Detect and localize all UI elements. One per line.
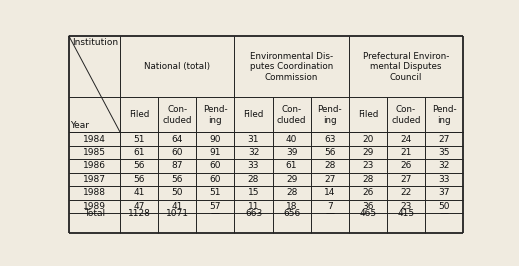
Text: 29: 29 xyxy=(362,148,374,157)
Text: 56: 56 xyxy=(133,175,145,184)
Text: National (total): National (total) xyxy=(144,62,210,71)
Text: 24: 24 xyxy=(400,135,412,144)
Text: Institution: Institution xyxy=(73,38,118,47)
Text: 11: 11 xyxy=(248,202,260,211)
Text: 41: 41 xyxy=(133,188,145,197)
Text: 60: 60 xyxy=(210,175,221,184)
Text: 29: 29 xyxy=(286,175,297,184)
Text: 56: 56 xyxy=(133,161,145,171)
Text: —: — xyxy=(440,209,448,218)
Text: 415: 415 xyxy=(398,209,415,218)
Text: 28: 28 xyxy=(248,175,259,184)
Text: 27: 27 xyxy=(400,175,412,184)
Text: 50: 50 xyxy=(172,188,183,197)
Text: 20: 20 xyxy=(362,135,374,144)
Text: 1986: 1986 xyxy=(83,161,106,171)
Text: 60: 60 xyxy=(172,148,183,157)
Text: 15: 15 xyxy=(248,188,260,197)
Text: 27: 27 xyxy=(324,175,335,184)
Text: Con-
cluded: Con- cluded xyxy=(162,105,192,124)
Text: 23: 23 xyxy=(362,161,374,171)
Text: 40: 40 xyxy=(286,135,297,144)
Text: 63: 63 xyxy=(324,135,335,144)
Text: 1071: 1071 xyxy=(166,209,189,218)
Text: Filed: Filed xyxy=(358,110,378,119)
Text: 465: 465 xyxy=(359,209,376,218)
Text: 1985: 1985 xyxy=(83,148,106,157)
Text: 23: 23 xyxy=(400,202,412,211)
Text: 14: 14 xyxy=(324,188,335,197)
Text: 33: 33 xyxy=(248,161,260,171)
Text: 21: 21 xyxy=(400,148,412,157)
Text: Prefectural Environ-
mental Disputes
Council: Prefectural Environ- mental Disputes Cou… xyxy=(363,52,449,82)
Text: 39: 39 xyxy=(286,148,297,157)
Text: 27: 27 xyxy=(439,135,449,144)
Text: 656: 656 xyxy=(283,209,300,218)
Text: —: — xyxy=(325,209,334,218)
Text: 1987: 1987 xyxy=(83,175,106,184)
Text: 56: 56 xyxy=(172,175,183,184)
Text: 41: 41 xyxy=(172,202,183,211)
Text: 87: 87 xyxy=(172,161,183,171)
Text: 1984: 1984 xyxy=(83,135,106,144)
Text: 32: 32 xyxy=(439,161,449,171)
Text: Filed: Filed xyxy=(243,110,264,119)
Text: 1128: 1128 xyxy=(128,209,151,218)
Text: 51: 51 xyxy=(133,135,145,144)
Text: —: — xyxy=(211,209,220,218)
Text: 57: 57 xyxy=(210,202,221,211)
Text: 1988: 1988 xyxy=(83,188,106,197)
Text: Environmental Dis-
putes Coordination
Commission: Environmental Dis- putes Coordination Co… xyxy=(250,52,333,82)
Text: 22: 22 xyxy=(400,188,412,197)
Text: Year: Year xyxy=(71,121,89,130)
Text: Pend-
ing: Pend- ing xyxy=(203,105,228,124)
Text: 26: 26 xyxy=(400,161,412,171)
Text: 60: 60 xyxy=(210,161,221,171)
Text: 28: 28 xyxy=(324,161,335,171)
Text: 26: 26 xyxy=(362,188,374,197)
Text: Pend-
ing: Pend- ing xyxy=(432,105,456,124)
Text: 28: 28 xyxy=(362,175,374,184)
Text: 47: 47 xyxy=(133,202,145,211)
Text: 7: 7 xyxy=(327,202,333,211)
Text: Con-
cluded: Con- cluded xyxy=(277,105,306,124)
Text: 28: 28 xyxy=(286,188,297,197)
Text: 61: 61 xyxy=(133,148,145,157)
Text: 50: 50 xyxy=(438,202,450,211)
Text: 37: 37 xyxy=(438,188,450,197)
Text: Con-
cluded: Con- cluded xyxy=(391,105,421,124)
Text: Filed: Filed xyxy=(129,110,149,119)
Text: 56: 56 xyxy=(324,148,335,157)
Text: 90: 90 xyxy=(210,135,221,144)
Text: 31: 31 xyxy=(248,135,260,144)
Text: 1989: 1989 xyxy=(83,202,106,211)
Text: 663: 663 xyxy=(245,209,262,218)
Text: 91: 91 xyxy=(210,148,221,157)
Text: 36: 36 xyxy=(362,202,374,211)
Text: Total: Total xyxy=(84,209,105,218)
Text: 51: 51 xyxy=(210,188,221,197)
Text: 35: 35 xyxy=(438,148,450,157)
Text: 33: 33 xyxy=(438,175,450,184)
Text: 61: 61 xyxy=(286,161,297,171)
Text: 64: 64 xyxy=(172,135,183,144)
Text: 32: 32 xyxy=(248,148,259,157)
Text: 18: 18 xyxy=(286,202,297,211)
Text: Pend-
ing: Pend- ing xyxy=(318,105,342,124)
